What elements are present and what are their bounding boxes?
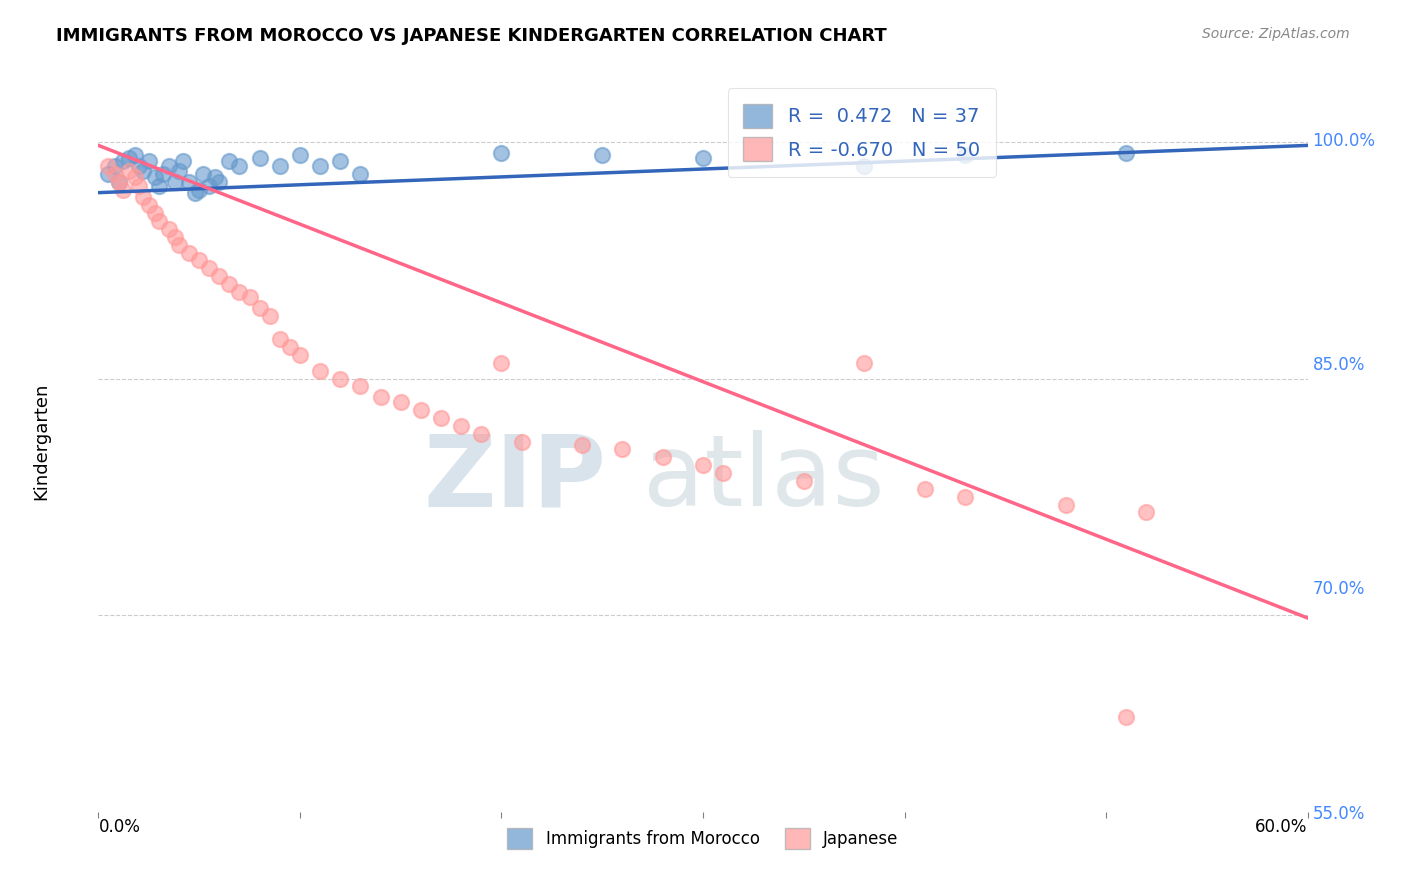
Point	[124, 148, 146, 162]
Point	[510, 434, 533, 449]
Point	[118, 163, 141, 178]
Point	[198, 261, 221, 276]
Point	[97, 159, 120, 173]
Point	[163, 175, 186, 189]
Point	[143, 169, 166, 184]
Text: IMMIGRANTS FROM MOROCCO VS JAPANESE KINDERGARTEN CORRELATION CHART: IMMIGRANTS FROM MOROCCO VS JAPANESE KIND…	[56, 27, 887, 45]
Point	[239, 290, 262, 304]
Point	[163, 229, 186, 244]
Point	[491, 356, 513, 370]
Point	[389, 395, 412, 409]
Point	[914, 482, 936, 496]
Point	[470, 426, 492, 441]
Point	[128, 179, 150, 194]
Text: 0.0%: 0.0%	[98, 818, 141, 836]
Point	[179, 245, 201, 260]
Point	[259, 309, 281, 323]
Text: atlas: atlas	[643, 430, 884, 527]
Point	[288, 148, 311, 162]
Point	[167, 163, 190, 178]
Text: Source: ZipAtlas.com: Source: ZipAtlas.com	[1202, 27, 1350, 41]
Point	[193, 167, 215, 181]
Point	[128, 159, 150, 173]
Point	[111, 154, 134, 169]
Point	[188, 253, 211, 268]
Point	[349, 167, 371, 181]
Point	[793, 474, 815, 488]
Point	[711, 466, 734, 480]
Point	[953, 148, 976, 162]
Point	[157, 222, 180, 236]
Point	[103, 167, 125, 181]
Point	[288, 348, 311, 362]
Point	[132, 190, 155, 204]
Text: Kindergarten: Kindergarten	[32, 383, 51, 500]
Point	[111, 182, 134, 196]
Point	[853, 159, 876, 173]
Point	[172, 154, 194, 169]
Point	[450, 418, 472, 433]
Point	[152, 167, 174, 181]
Point	[184, 186, 207, 200]
Point	[409, 403, 432, 417]
Point	[249, 151, 271, 165]
Point	[138, 154, 160, 169]
Legend: Immigrants from Morocco, Japanese: Immigrants from Morocco, Japanese	[501, 822, 905, 855]
Point	[228, 159, 250, 173]
Point	[571, 438, 593, 452]
Point	[612, 442, 634, 457]
Point	[118, 151, 141, 165]
Point	[269, 332, 291, 346]
Point	[167, 237, 190, 252]
Point	[148, 214, 170, 228]
Point	[218, 277, 240, 291]
Point	[103, 159, 125, 173]
Point	[228, 285, 250, 299]
Point	[651, 450, 673, 465]
Text: 60.0%: 60.0%	[1256, 818, 1308, 836]
Point	[124, 169, 146, 184]
Point	[218, 154, 240, 169]
Point	[1135, 505, 1157, 519]
Point	[107, 175, 129, 189]
Point	[107, 175, 129, 189]
Point	[309, 159, 332, 173]
Point	[692, 458, 714, 472]
Point	[692, 151, 714, 165]
Point	[591, 148, 613, 162]
Point	[309, 364, 332, 378]
Point	[269, 159, 291, 173]
Point	[1115, 146, 1137, 161]
Point	[953, 490, 976, 504]
Point	[148, 179, 170, 194]
Point	[132, 163, 155, 178]
Point	[1115, 710, 1137, 724]
Point	[1054, 498, 1077, 512]
Point	[188, 182, 211, 196]
Text: ZIP: ZIP	[423, 430, 606, 527]
Point	[430, 411, 453, 425]
Point	[208, 175, 231, 189]
Point	[157, 159, 180, 173]
Point	[853, 356, 876, 370]
Point	[349, 379, 371, 393]
Point	[179, 175, 201, 189]
Point	[278, 340, 301, 354]
Point	[204, 169, 226, 184]
Point	[370, 391, 392, 405]
Point	[143, 206, 166, 220]
Point	[329, 371, 352, 385]
Point	[138, 198, 160, 212]
Point	[198, 179, 221, 194]
Point	[208, 269, 231, 284]
Point	[249, 301, 271, 315]
Point	[329, 154, 352, 169]
Point	[491, 146, 513, 161]
Point	[97, 167, 120, 181]
